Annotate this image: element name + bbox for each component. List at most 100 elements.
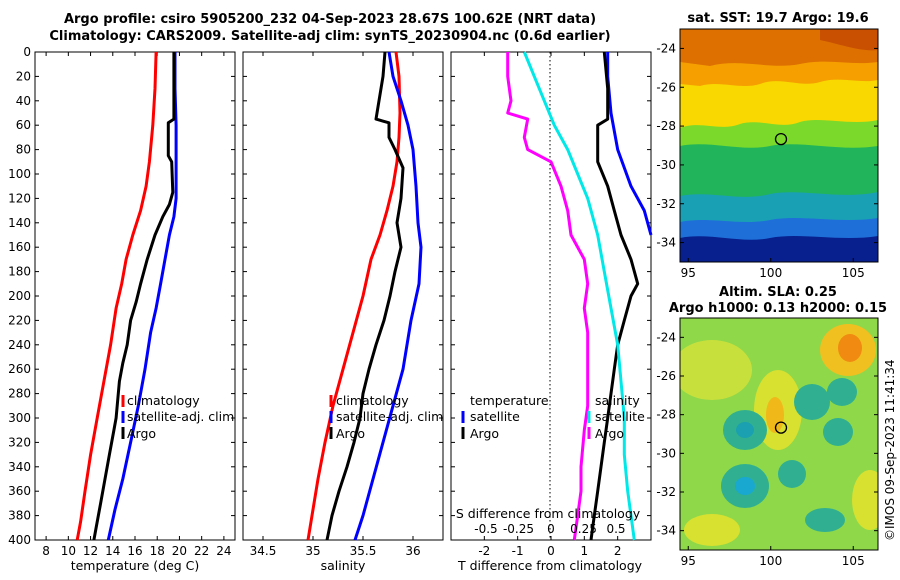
lat-tick-label: -32 [656, 485, 676, 499]
lat-tick-label: -26 [656, 80, 676, 94]
x-tick-label: 2 [614, 544, 622, 558]
x-tick-label: 12 [83, 544, 98, 558]
lon-tick-label: 100 [759, 266, 782, 280]
legend-label-salinity-satellite: satellite [595, 409, 645, 424]
salinity-series [306, 51, 423, 541]
argo-position-marker [774, 132, 788, 146]
lat-tick-label: -28 [656, 119, 676, 133]
lat-tick-label: -32 [656, 197, 676, 211]
x-tick-label: 16 [127, 544, 142, 558]
sla-low-6 [778, 460, 806, 488]
header-line-2: Climatology: CARS2009. Satellite-adj cli… [49, 29, 610, 44]
t-difference-xlabel: T difference from climatology [457, 558, 643, 573]
legend-label-salinity-argo: Argo [595, 426, 624, 441]
salinity-ticks: 34.5 35 35.5 36 [243, 51, 443, 558]
x-tick-label: 10 [61, 544, 76, 558]
depth-tick-label: 20 [16, 69, 31, 83]
sla-high-4 [684, 514, 740, 546]
depth-tick-label: 380 [8, 509, 31, 523]
salinity-axes-frame [242, 51, 444, 541]
argo-position-marker [774, 421, 788, 434]
difference-legend: temperature satellite Argo salinity sate… [461, 393, 645, 441]
temperature-xlabel: temperature (deg C) [71, 558, 200, 573]
difference-axes-frame [450, 51, 652, 541]
s-difference-ticks: -0.5 -0.25 0 0.25 0.5 [474, 522, 625, 536]
temperature-legend: climatology satellite-adj. clim Argo [121, 393, 234, 441]
sla-map: Altim. SLA: 0.25 Argo h1000: 0.13 h2000:… [656, 285, 887, 568]
depth-tick-label: 260 [8, 362, 31, 376]
temperature-axes-frame [34, 51, 236, 541]
x-tick-label: 18 [150, 544, 165, 558]
lat-tick-label: -28 [656, 408, 676, 422]
depth-tick-label: 100 [8, 167, 31, 181]
sst-map: sat. SST: 19.7 Argo: 19.6 -24 -26 -28 -30 -3… [656, 11, 879, 280]
sla-subtitle: Argo h1000: 0.13 h2000: 0.15 [669, 301, 887, 316]
lat-tick-label: -30 [656, 158, 676, 172]
depth-tick-label: 80 [16, 143, 31, 157]
depth-tick-label: 360 [8, 484, 31, 498]
sla-high-5 [852, 470, 878, 530]
x-tick-label: 35 [305, 544, 320, 558]
s-tick-label: 0 [547, 522, 555, 536]
difference-panel: -2 -1 0 1 2 S difference from climatology -0… [450, 51, 653, 573]
salinity-legend: climatology satellite-adj. clim Argo [329, 393, 443, 441]
series-satellite-adj-clim [353, 51, 423, 541]
depth-tick-label: 340 [8, 460, 31, 474]
depth-tick-label: 400 [8, 533, 31, 547]
salinity-xlabel: salinity [321, 558, 366, 573]
s-difference-label: S difference from climatology [456, 506, 641, 521]
depth-tick-label: 320 [8, 435, 31, 449]
lon-tick-label: 105 [842, 554, 865, 568]
temperature-series [75, 51, 178, 541]
lon-tick-label: 95 [681, 554, 696, 568]
depth-tick-label: 200 [8, 289, 31, 303]
salinity-panel: 34.5 35 35.5 36 salinity climatology satell… [242, 51, 444, 573]
legend-label-climatology: climatology [127, 393, 200, 408]
series-argo [92, 52, 176, 541]
sla-low-7 [805, 508, 845, 532]
sla-low-core-5 [735, 477, 755, 495]
difference-series [506, 51, 653, 541]
sst-ticks: -24 -26 -28 -30 -32 -34 95 100 105 [656, 41, 878, 280]
lat-tick-label: -26 [656, 369, 676, 383]
series-salinity-argo [506, 52, 590, 541]
x-tick-label: -1 [512, 544, 524, 558]
sla-peak-3 [766, 397, 784, 433]
x-tick-label: 8 [42, 544, 50, 558]
sst-frame [679, 28, 879, 263]
lon-tick-label: 105 [842, 266, 865, 280]
sla-low-3 [827, 378, 857, 406]
sst-hottest-band [820, 29, 878, 51]
s-tick-label: -0.5 [474, 522, 497, 536]
x-tick-label: 22 [194, 544, 209, 558]
copyright-timestamp: ©IMOS 09-Sep-2023 11:41:34 [883, 359, 897, 541]
x-tick-label: 20 [172, 544, 187, 558]
sla-title: Altim. SLA: 0.25 [719, 285, 837, 300]
legend-label-climatology: climatology [336, 393, 409, 408]
series-temperature-argo [589, 51, 640, 541]
depth-tick-label: 0 [23, 45, 31, 59]
legend-label-argo: Argo [127, 426, 156, 441]
depth-tick-label: 300 [8, 411, 31, 425]
series-argo [325, 51, 405, 541]
sla-low-core-1 [736, 422, 754, 438]
sla-frame [679, 317, 879, 551]
lon-tick-label: 95 [681, 266, 696, 280]
x-tick-label: 36 [405, 544, 420, 558]
temperature-ticks: 0 20 40 60 80 100 120 140 160 180 200 220 240 260 280 3… [8, 45, 235, 558]
series-climatology [75, 51, 158, 541]
x-tick-label: 1 [581, 544, 589, 558]
s-tick-label: 0.5 [606, 522, 625, 536]
sla-field [680, 318, 878, 550]
legend-label-temperature-satellite: satellite [470, 409, 520, 424]
depth-tick-label: 280 [8, 387, 31, 401]
legend-label-argo: Argo [336, 426, 365, 441]
legend-label-satellite: satellite-adj. clim [336, 409, 443, 424]
lat-tick-label: -30 [656, 446, 676, 460]
sla-peak-2 [838, 334, 862, 362]
depth-tick-label: 120 [8, 191, 31, 205]
legend-label-satellite: satellite-adj. clim [127, 409, 234, 424]
lat-tick-label: -34 [656, 236, 676, 250]
depth-tick-label: 240 [8, 338, 31, 352]
